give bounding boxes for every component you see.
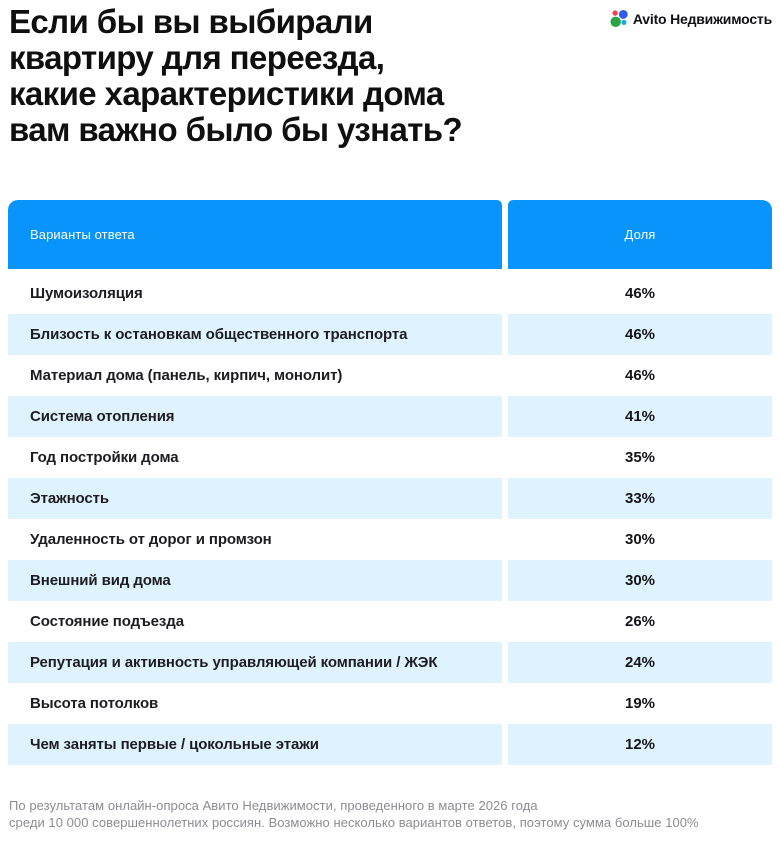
- table-row: Система отопления 41%: [8, 396, 772, 437]
- table-row: Состояние подъезда 26%: [8, 601, 772, 642]
- answer-cell: Внешний вид дома: [8, 560, 502, 601]
- brand-name: Avito Недвижимость: [632, 10, 772, 27]
- share-cell: 26%: [508, 601, 772, 642]
- row-value: 46%: [624, 367, 656, 384]
- row-label: Высота потолков: [30, 695, 159, 712]
- answer-cell: Этажность: [8, 478, 502, 519]
- share-cell: 33%: [508, 478, 772, 519]
- table-row: Этажность 33%: [8, 478, 772, 519]
- footnote: По результатам онлайн-опроса Авито Недви…: [9, 798, 699, 830]
- row-value: 24%: [624, 654, 656, 671]
- row-value: 33%: [624, 490, 656, 507]
- table-row: Чем заняты первые / цокольные этажи 12%: [8, 724, 772, 765]
- row-value: 30%: [624, 572, 656, 589]
- header-share-label: Доля: [624, 227, 656, 242]
- row-label: Материал дома (панель, кирпич, монолит): [30, 367, 343, 384]
- header-cell-share: Доля: [508, 200, 772, 269]
- share-cell: 46%: [508, 355, 772, 396]
- row-value: 41%: [624, 408, 656, 425]
- share-cell: 46%: [508, 314, 772, 355]
- row-value: 46%: [624, 326, 656, 343]
- answer-cell: Материал дома (панель, кирпич, монолит): [8, 355, 502, 396]
- answer-cell: Чем заняты первые / цокольные этажи: [8, 724, 502, 765]
- table-row: Год постройки дома 35%: [8, 437, 772, 478]
- row-label: Близость к остановкам общественного тран…: [30, 326, 408, 343]
- share-cell: 24%: [508, 642, 772, 683]
- answer-cell: Год постройки дома: [8, 437, 502, 478]
- table-row: Близость к остановкам общественного тран…: [8, 314, 772, 355]
- share-cell: 41%: [508, 396, 772, 437]
- row-value: 35%: [624, 449, 656, 466]
- row-value: 19%: [624, 695, 656, 712]
- table-row: Удаленность от дорог и промзон 30%: [8, 519, 772, 560]
- table-body: Шумоизоляция 46% Близость к остановкам о…: [8, 273, 772, 765]
- row-label: Удаленность от дорог и промзон: [30, 531, 272, 548]
- table-header: Варианты ответа Доля: [8, 200, 772, 269]
- answer-cell: Репутация и активность управляющей компа…: [8, 642, 502, 683]
- answer-cell: Близость к остановкам общественного тран…: [8, 314, 502, 355]
- row-value: 12%: [624, 736, 656, 753]
- share-cell: 30%: [508, 519, 772, 560]
- row-label: Система отопления: [30, 408, 175, 425]
- header-cell-answer: Варианты ответа: [8, 200, 502, 269]
- answer-cell: Система отопления: [8, 396, 502, 437]
- page-title: Если бы вы выбирали квартиру для переезд…: [9, 3, 463, 148]
- avito-logo-icon: [610, 9, 629, 28]
- share-cell: 30%: [508, 560, 772, 601]
- row-label: Год постройки дома: [30, 449, 179, 466]
- table-row: Шумоизоляция 46%: [8, 273, 772, 314]
- row-label: Репутация и активность управляющей компа…: [30, 654, 438, 671]
- row-label: Этажность: [30, 490, 110, 507]
- row-label: Внешний вид дома: [30, 572, 171, 589]
- share-cell: 19%: [508, 683, 772, 724]
- answers-table: Варианты ответа Доля Шумоизоляция 46% Бл…: [8, 200, 772, 765]
- row-label: Чем заняты первые / цокольные этажи: [30, 736, 319, 753]
- row-value: 30%: [624, 531, 656, 548]
- row-label: Состояние подъезда: [30, 613, 184, 630]
- share-cell: 35%: [508, 437, 772, 478]
- answer-cell: Удаленность от дорог и промзон: [8, 519, 502, 560]
- table-row: Высота потолков 19%: [8, 683, 772, 724]
- row-value: 26%: [624, 613, 656, 630]
- row-label: Шумоизоляция: [30, 285, 143, 302]
- row-value: 46%: [624, 285, 656, 302]
- share-cell: 12%: [508, 724, 772, 765]
- table-row: Репутация и активность управляющей компа…: [8, 642, 772, 683]
- answer-cell: Высота потолков: [8, 683, 502, 724]
- header-answer-label: Варианты ответа: [30, 227, 135, 242]
- answer-cell: Состояние подъезда: [8, 601, 502, 642]
- answer-cell: Шумоизоляция: [8, 273, 502, 314]
- brand-logo: Avito Недвижимость: [610, 9, 772, 28]
- table-row: Внешний вид дома 30%: [8, 560, 772, 601]
- table-row: Материал дома (панель, кирпич, монолит) …: [8, 355, 772, 396]
- share-cell: 46%: [508, 273, 772, 314]
